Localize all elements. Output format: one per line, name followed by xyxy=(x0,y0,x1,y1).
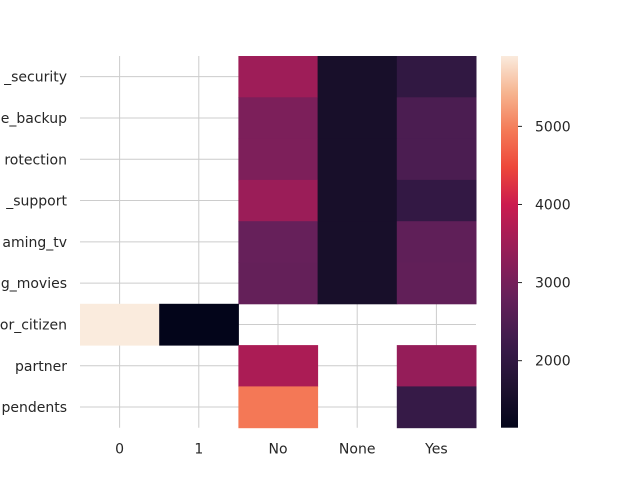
y-tick-label: _security xyxy=(3,70,67,86)
heatmap-cell xyxy=(396,97,477,140)
y-tick-label: partner xyxy=(15,359,67,375)
heatmap-cell xyxy=(159,303,239,346)
heatmap-cell xyxy=(238,56,319,98)
colorbar-tick-label: 2000 xyxy=(535,354,571,370)
x-tick-label: None xyxy=(339,442,376,458)
heatmap-cell xyxy=(396,179,477,222)
heatmap-cell xyxy=(396,386,477,429)
heatmap-cell xyxy=(238,97,319,140)
heatmap-cell xyxy=(396,221,477,263)
y-tick-label: pendents xyxy=(1,400,67,416)
heatmap-cell xyxy=(238,386,319,429)
y-tick-label: aming_tv xyxy=(2,235,67,251)
y-tick-labels: _security e_backup rotection _support aming_… xyxy=(0,70,67,416)
colorbar-ticks: 2000 3000 4000 5000 xyxy=(518,119,571,370)
heatmap-cell xyxy=(396,345,477,387)
heatmap-cell xyxy=(317,138,398,181)
heatmap-cell xyxy=(238,179,319,222)
heatmap-cell xyxy=(317,179,398,222)
colorbar-tick-label: 4000 xyxy=(535,197,571,213)
heatmap-cell xyxy=(396,262,477,305)
heatmap-cell xyxy=(238,221,319,263)
y-tick-label: _support xyxy=(5,194,67,210)
x-tick-label: 1 xyxy=(194,442,203,458)
colorbar xyxy=(501,56,518,428)
heatmap-cell xyxy=(396,56,477,98)
colorbar-tick-label: 5000 xyxy=(535,119,571,135)
heatmap-cell xyxy=(238,345,319,387)
heatmap-cell xyxy=(396,138,477,181)
heatmap-cell xyxy=(238,138,319,181)
heatmap-cell xyxy=(80,303,160,346)
heatmap-cell xyxy=(317,56,398,98)
heatmap-cell xyxy=(317,262,398,305)
x-tick-label: Yes xyxy=(424,442,448,458)
colorbar-tick-label: 3000 xyxy=(535,276,571,292)
x-tick-label: No xyxy=(268,442,287,458)
x-tick-label: 0 xyxy=(115,442,124,458)
heatmap-cell xyxy=(317,221,398,263)
y-tick-label: rotection xyxy=(4,152,67,168)
x-tick-labels: 0 1 No None Yes xyxy=(115,442,448,458)
y-tick-label: e_backup xyxy=(1,111,67,127)
heatmap-cells xyxy=(80,56,477,429)
y-tick-label: g_movies xyxy=(1,276,67,292)
y-tick-label: or_citizen xyxy=(0,317,67,333)
heatmap-cell xyxy=(317,97,398,140)
heatmap-cell xyxy=(238,262,319,305)
